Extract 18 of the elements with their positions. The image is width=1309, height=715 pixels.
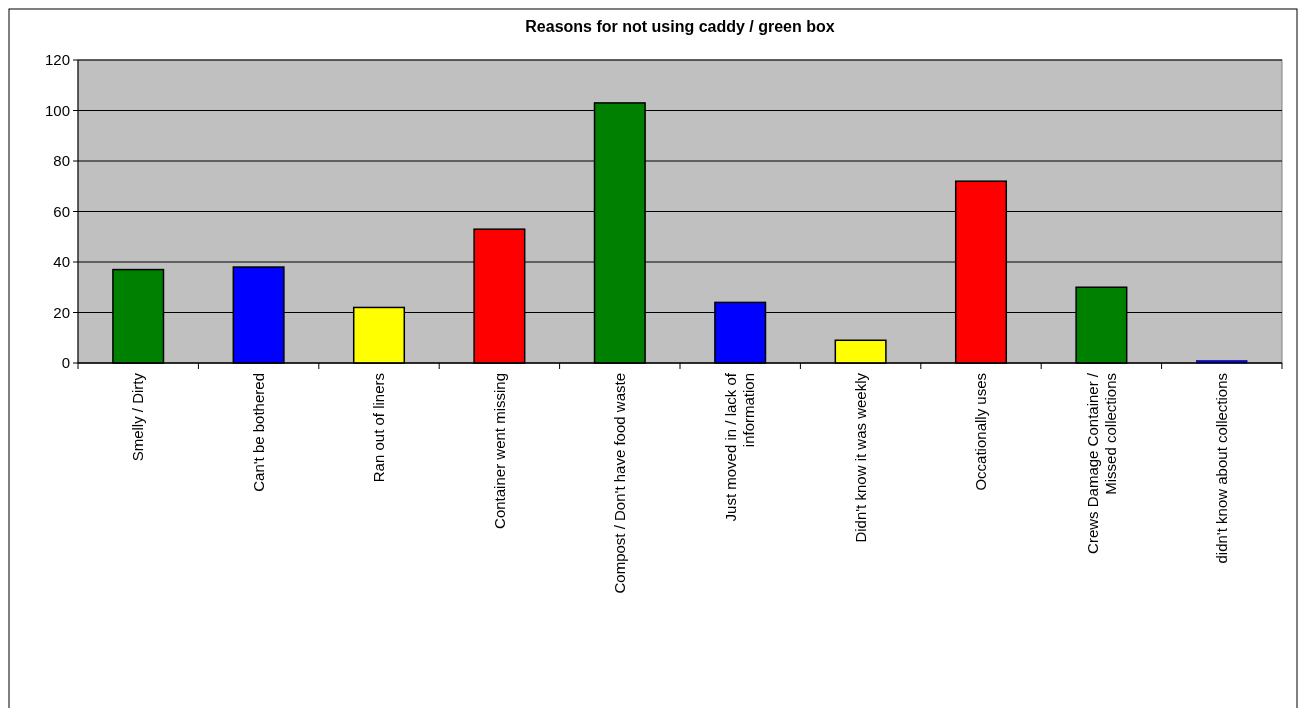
x-tick-label: Smelly / Dirty: [129, 372, 147, 462]
x-tick-label: Compost / Don't have food waste: [611, 373, 629, 594]
y-tick-label: 80: [53, 152, 70, 170]
x-tick-label: Ran out of liners: [370, 373, 388, 483]
x-tick-label: Occationally uses: [972, 373, 990, 491]
y-tick-label: 60: [53, 202, 70, 220]
x-tick-label: Crews Damage Container / Missed collections: [1083, 372, 1119, 554]
x-tick-label: Didn't know it was weekly: [851, 372, 869, 543]
x-tick-label: Just moved in / lack of information: [722, 372, 758, 522]
x-tick-label: didn't know about collections: [1213, 373, 1231, 564]
y-tick-label: 40: [53, 253, 70, 271]
x-tick-label: Can't be bothered: [249, 373, 267, 492]
chart-title: Reasons for not using caddy / green box: [525, 18, 835, 35]
x-tick-label: Container went missing: [490, 373, 508, 529]
y-tick-label: 100: [44, 101, 70, 119]
y-tick-label: 120: [44, 51, 70, 69]
y-tick-label: 0: [61, 354, 70, 372]
y-tick-label: 20: [53, 303, 70, 321]
